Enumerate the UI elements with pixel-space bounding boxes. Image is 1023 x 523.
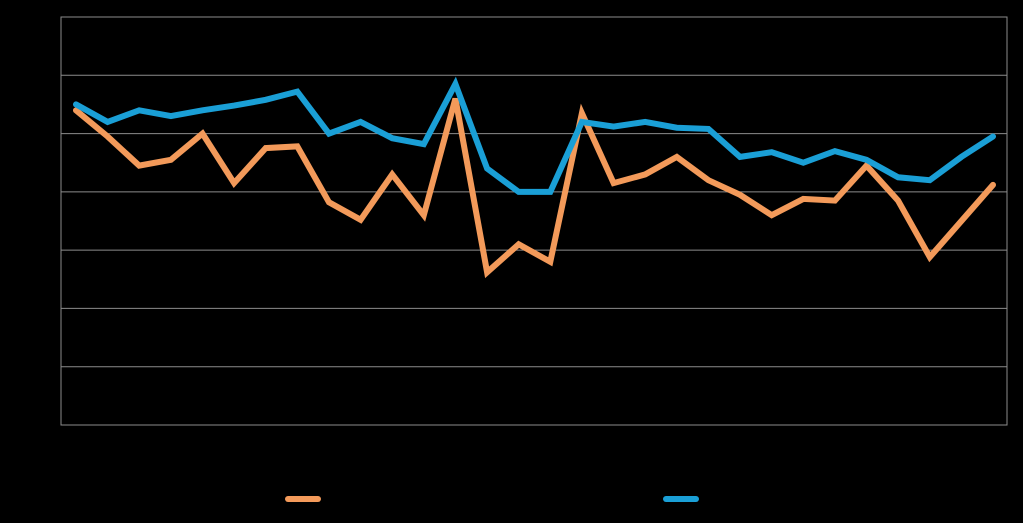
gridlines [61,74,1007,368]
series-line-1 [73,97,996,279]
series-lines [73,76,996,279]
plot-area-frame [60,16,1008,426]
series-line-2 [73,76,996,195]
